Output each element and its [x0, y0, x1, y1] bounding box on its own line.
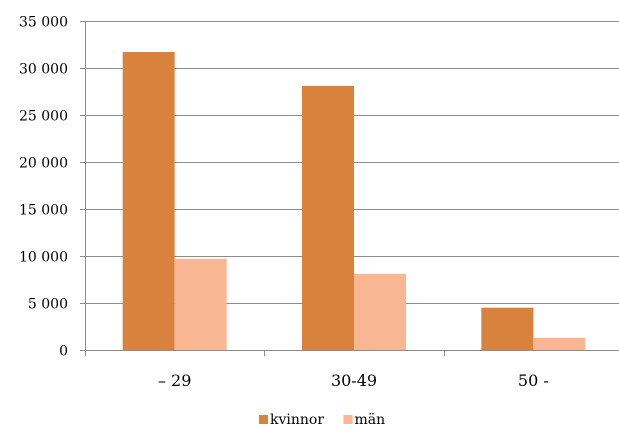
y-tick-label: 5 000	[28, 297, 68, 313]
legend-label-kvinnor: kvinnor	[270, 412, 324, 428]
axes	[85, 21, 619, 356]
bar-kvinnor-2	[481, 307, 534, 350]
legend-swatch-kvinnor	[259, 415, 268, 424]
bar-män-2	[533, 337, 586, 350]
bars	[122, 52, 586, 351]
bar-män-1	[354, 273, 406, 350]
legend-swatch-män	[343, 415, 353, 424]
y-tick-label: 0	[59, 344, 68, 360]
y-tick-label: 20 000	[19, 156, 68, 172]
bar-män-0	[174, 258, 227, 350]
x-category-label: 30-49	[331, 371, 377, 390]
x-category-label: 50 -	[518, 371, 549, 390]
legend: kvinnor män	[259, 412, 385, 428]
x-category-label: – 29	[158, 371, 191, 390]
y-tick-label: 35 000	[19, 15, 68, 31]
y-axis-ticks: 0 5 000 10 000 15 000 20 000 25 000 30 000 35 0…	[19, 15, 85, 360]
y-tick-label: 15 000	[19, 203, 68, 219]
bar-kvinnor-1	[302, 85, 354, 351]
y-tick-label: 25 000	[19, 109, 68, 125]
y-tick-label: 30 000	[19, 62, 68, 78]
bar-kvinnor-0	[122, 52, 175, 351]
legend-label-män: män	[355, 412, 386, 428]
y-tick-label: 10 000	[19, 250, 68, 266]
x-axis-labels: – 29 30-49 50 -	[158, 371, 549, 390]
